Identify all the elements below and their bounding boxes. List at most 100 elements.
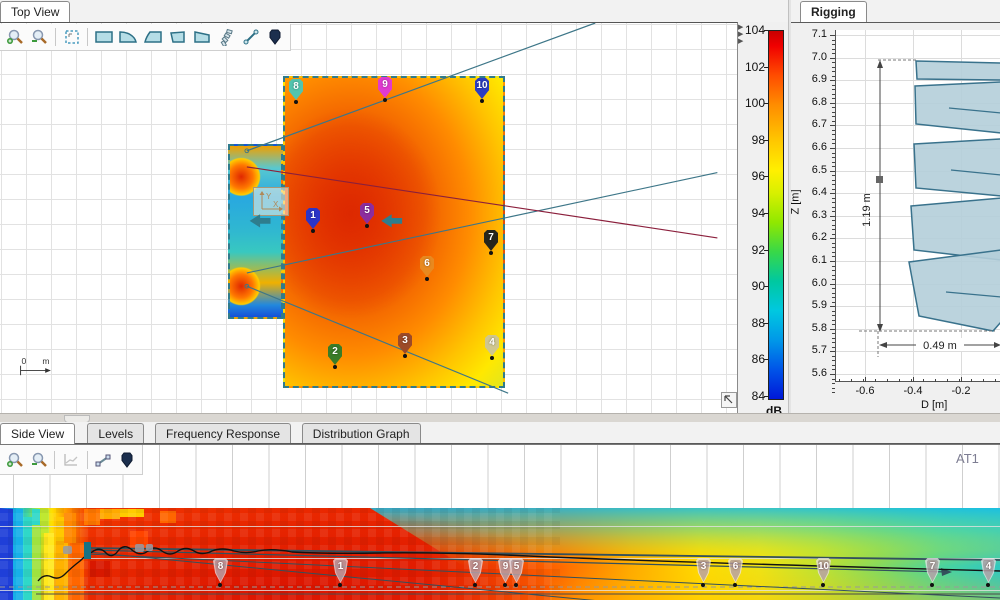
height-dimension xyxy=(859,59,995,357)
spl-map-audience-zone[interactable] xyxy=(283,76,505,388)
colorbar-tick xyxy=(764,139,768,141)
side-view-heatmap[interactable] xyxy=(0,508,1000,600)
tab-rigging[interactable]: Rigging xyxy=(800,1,867,22)
venue-rounded-icon[interactable] xyxy=(142,26,163,48)
collapse-splitter-arrows[interactable]: ▶ ▶ ▶ xyxy=(738,24,744,45)
array-source-icon xyxy=(84,542,91,559)
colorbar-tick xyxy=(764,396,768,397)
marker-anchor-dot xyxy=(311,229,315,233)
rigging-panel: Rigging xyxy=(791,0,1000,413)
zoom-out-icon[interactable] xyxy=(28,449,49,471)
spl-map-stage-zone[interactable] xyxy=(228,144,283,319)
colorbar-tick xyxy=(764,30,768,31)
colorbar-label: 84 xyxy=(751,389,765,403)
select-area-icon[interactable] xyxy=(61,26,82,48)
rigging-y-tick-label: 5.9 xyxy=(811,299,827,312)
marker-anchor-dot xyxy=(930,583,934,587)
colorbar-tick xyxy=(764,66,768,68)
add-source-icon[interactable] xyxy=(117,449,138,471)
zoom-in-icon[interactable] xyxy=(4,449,25,471)
add-source-icon[interactable] xyxy=(264,26,285,48)
marker-anchor-dot xyxy=(986,583,990,587)
rigging-plot[interactable]: 1.19 m 0.49 m xyxy=(835,30,1000,382)
tab-side-view[interactable]: Side View xyxy=(0,423,76,444)
tab-top-view-label: Top View xyxy=(11,5,60,19)
spl-marker-4[interactable]: 4 xyxy=(981,558,996,583)
tab-levels[interactable]: Levels xyxy=(87,423,145,443)
top-view-tabbar: Top View xyxy=(0,0,788,23)
colorbar-label: 92 xyxy=(751,242,765,257)
spl-marker-5[interactable]: 5 xyxy=(360,203,374,224)
spl-marker-7[interactable]: 7 xyxy=(925,558,940,583)
top-view-markers-layer: 8 9 10 1 5 7 6 2 3 4 xyxy=(0,23,737,414)
spl-marker-4[interactable]: 4 xyxy=(485,335,499,356)
array-arrow-icon xyxy=(249,214,403,228)
spl-marker-9[interactable]: 9 xyxy=(378,77,392,98)
vertical-splitter[interactable] xyxy=(788,0,792,413)
spl-marker-6[interactable]: 6 xyxy=(420,256,434,277)
marker-anchor-dot xyxy=(218,583,222,587)
chart-disabled-icon[interactable] xyxy=(60,449,81,471)
spl-marker-10[interactable]: 10 xyxy=(475,78,489,99)
venue-polygon-icon[interactable] xyxy=(191,26,212,48)
venue-quarter-circle-icon[interactable] xyxy=(118,26,139,48)
tab-distribution-graph[interactable]: Distribution Graph xyxy=(301,423,421,443)
marker-anchor-dot xyxy=(480,99,484,103)
rigging-y-tick-label: 7.1 xyxy=(811,28,827,40)
array-name-label: AT1 xyxy=(956,451,979,466)
marker-anchor-dot xyxy=(473,583,477,587)
array-cabinets xyxy=(908,60,1000,332)
spl-marker-6[interactable]: 6 xyxy=(728,558,743,583)
colorbar-label: 86 xyxy=(751,352,765,367)
colorbar-label: 90 xyxy=(751,279,765,294)
rigging-array-drawing: 1.19 m 0.49 m xyxy=(859,59,1000,357)
spl-marker-8[interactable]: 8 xyxy=(213,558,228,583)
top-view-canvas[interactable]: Y X 0 m 8 9 10 1 xyxy=(0,22,738,414)
rigging-y-axis-title: Z [m] xyxy=(791,189,802,214)
colorbar-gradient xyxy=(768,30,784,400)
side-view-markers-layer: 8 1 2 9 5 3 6 10 7 4 xyxy=(0,445,1000,600)
venue-rectangle-icon[interactable] xyxy=(93,26,114,48)
gridline xyxy=(0,590,1000,591)
rigging-y-tick-label: 6.2 xyxy=(811,231,827,244)
zoom-out-icon[interactable] xyxy=(28,26,49,48)
spl-marker-5[interactable]: 5 xyxy=(509,558,524,583)
tab-frequency-response[interactable]: Frequency Response xyxy=(155,423,292,443)
colorbar-panel: ▶ ▶ ▶ 104 102 100 98 96 94 92 90 88 86 84 dB xyxy=(738,22,788,418)
marker-anchor-dot xyxy=(294,100,298,104)
rigging-y-tick-label: 7.0 xyxy=(811,50,827,63)
side-view-canvas[interactable]: 8 1 2 9 5 3 6 10 7 4 xyxy=(0,444,1000,600)
colorbar-label: 98 xyxy=(751,132,765,147)
rigging-y-tick-label: 6.4 xyxy=(811,186,827,199)
rigging-y-tick-label: 6.0 xyxy=(811,276,827,289)
spl-marker-7[interactable]: 7 xyxy=(484,230,498,251)
fit-view-button[interactable] xyxy=(721,392,737,408)
marker-anchor-dot xyxy=(489,251,493,255)
spl-marker-2[interactable]: 2 xyxy=(468,558,483,583)
rigging-x-axis: -0.6 -0.4 -0.2 xyxy=(791,0,1000,413)
origin-y-label: Y xyxy=(266,192,272,201)
rigging-x-tick-label: -0.6 xyxy=(855,385,875,397)
height-dimension-label: 1.19 m xyxy=(861,193,873,227)
spl-marker-3[interactable]: 3 xyxy=(398,333,412,354)
zoom-in-icon[interactable] xyxy=(4,26,25,48)
spl-marker-10[interactable]: 10 xyxy=(816,558,831,583)
rigging-y-tick-label: 5.7 xyxy=(811,344,827,357)
array-arc-icon[interactable] xyxy=(216,26,237,48)
colorbar-tick xyxy=(764,286,768,288)
tab-top-view[interactable]: Top View xyxy=(0,1,71,22)
toolbar-separator xyxy=(86,450,88,469)
colorbar-tick xyxy=(764,359,768,361)
distance-tool-icon[interactable] xyxy=(240,26,261,48)
spl-marker-8[interactable]: 8 xyxy=(289,79,303,100)
spl-marker-3[interactable]: 3 xyxy=(696,558,711,583)
venue-quad-icon[interactable] xyxy=(167,26,188,48)
origin-x-label: X xyxy=(273,200,279,209)
scale-zero-label: 0 xyxy=(22,356,27,366)
spl-marker-2[interactable]: 2 xyxy=(328,344,342,365)
gridline xyxy=(0,526,1000,527)
spl-marker-1[interactable]: 1 xyxy=(306,208,320,229)
colorbar-tick xyxy=(764,103,768,105)
slope-tool-icon[interactable] xyxy=(93,449,114,471)
spl-marker-1[interactable]: 1 xyxy=(333,558,348,583)
